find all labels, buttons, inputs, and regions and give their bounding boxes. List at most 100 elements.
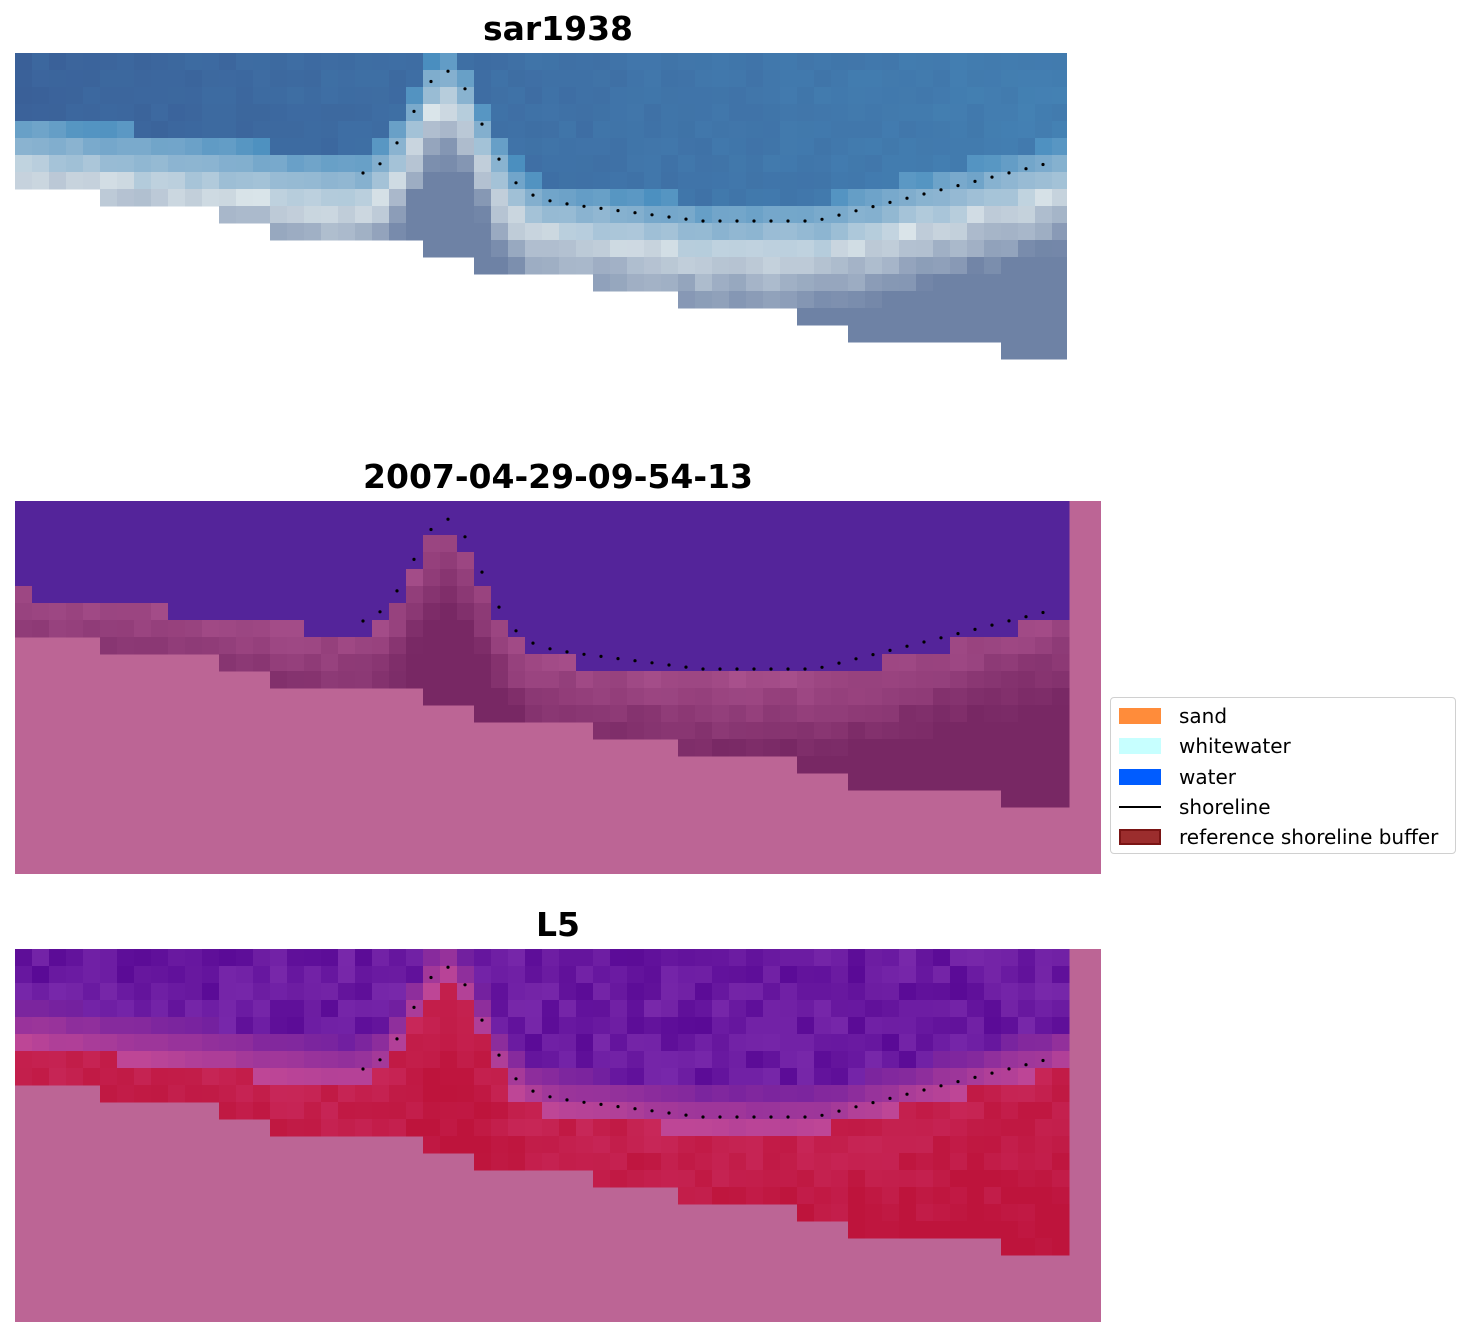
pixel-cell: [831, 603, 849, 621]
pixel-cell: [593, 722, 611, 740]
pixel-cell: [678, 586, 696, 604]
pixel-cell: [1052, 172, 1067, 190]
pixel-cell: [304, 501, 322, 519]
pixel-cell: [899, 620, 917, 638]
pixel-cell: [440, 1034, 458, 1052]
pixel-cell: [1001, 1170, 1019, 1188]
pixel-cell: [984, 325, 1002, 343]
pixel-cell: [899, 223, 917, 241]
shoreline-dot: [548, 199, 552, 203]
pixel-cell: [848, 1204, 866, 1222]
pixel-cell: [882, 1102, 900, 1120]
pixel-cell: [389, 569, 407, 587]
pixel-cell: [474, 257, 492, 275]
pixel-cell: [49, 1068, 67, 1086]
pixel-cell: [423, 240, 441, 258]
pixel-cell: [984, 104, 1002, 122]
pixel-cell: [253, 104, 271, 122]
pixel-cell: [270, 53, 288, 71]
pixel-cell: [882, 155, 900, 173]
pixel-cell: [746, 274, 764, 292]
pixel-cell: [474, 1017, 492, 1035]
pixel-cell: [304, 1000, 322, 1018]
pixel-cell: [372, 518, 390, 536]
pixel-cell: [610, 671, 628, 689]
pixel-cell: [185, 189, 203, 207]
pixel-cell: [967, 637, 985, 655]
shoreline-dot: [769, 219, 773, 223]
pixel-cell: [1018, 1187, 1036, 1205]
pixel-cell: [134, 535, 152, 553]
pixel-cell: [338, 223, 356, 241]
pixel-cell: [865, 53, 883, 71]
pixel-cell: [678, 240, 696, 258]
pixel-cell: [984, 240, 1002, 258]
pixel-cell: [49, 104, 67, 122]
pixel-cell: [695, 705, 713, 723]
pixel-cell: [440, 603, 458, 621]
pixel-cell: [661, 722, 679, 740]
pixel-cell: [117, 535, 135, 553]
pixel-cell: [882, 223, 900, 241]
pixel-cell: [525, 1102, 543, 1120]
pixel-cell: [712, 1136, 730, 1154]
pixel-cell: [474, 70, 492, 88]
pixel-cell: [678, 654, 696, 672]
pixel-cell: [627, 1017, 645, 1035]
pixel-cell: [933, 1068, 951, 1086]
pixel-cell: [304, 949, 322, 967]
pixel-cell: [661, 1153, 679, 1171]
pixel-cell: [950, 773, 968, 791]
pixel-cell: [168, 53, 186, 71]
pixel-cell: [933, 206, 951, 224]
pixel-cell: [746, 569, 764, 587]
pixel-cell: [865, 671, 883, 689]
pixel-cell: [712, 121, 730, 139]
pixel-cell: [678, 189, 696, 207]
pixel-cell: [338, 104, 356, 122]
pixel-cell: [83, 138, 101, 156]
pixel-cell: [627, 552, 645, 570]
pixel-cell: [899, 1051, 917, 1069]
pixel-cell: [814, 501, 832, 519]
pixel-cell: [355, 501, 373, 519]
pixel-cell: [83, 1034, 101, 1052]
pixel-cell: [984, 189, 1002, 207]
pixel-cell: [865, 1085, 883, 1103]
pixel-cell: [236, 569, 254, 587]
pixel-cell: [219, 138, 237, 156]
pixel-cell: [729, 1034, 747, 1052]
pixel-cell: [338, 586, 356, 604]
pixel-cell: [933, 325, 951, 343]
pixel-cell: [712, 501, 730, 519]
pixel-cell: [729, 121, 747, 139]
pixel-cell: [270, 654, 288, 672]
pixel-cell: [712, 1051, 730, 1069]
pixel-cell: [916, 189, 934, 207]
pixel-cell: [1001, 1187, 1019, 1205]
pixel-cell: [1035, 206, 1053, 224]
pixel-cell: [1035, 1085, 1053, 1103]
pixel-cell: [389, 1034, 407, 1052]
pixel-cell: [729, 1068, 747, 1086]
pixel-cell: [865, 172, 883, 190]
shoreline-dot: [871, 1101, 875, 1105]
pixel-cell: [610, 637, 628, 655]
pixel-cell: [406, 172, 424, 190]
pixel-cell: [678, 1017, 696, 1035]
pixel-cell: [780, 518, 798, 536]
pixel-cell: [746, 603, 764, 621]
pixel-cell: [100, 87, 118, 105]
shoreline-dot: [514, 629, 518, 633]
pixel-cell: [559, 688, 577, 706]
pixel-cell: [355, 603, 373, 621]
pixel-cell: [389, 552, 407, 570]
pixel-cell: [100, 1068, 118, 1086]
pixel-cell: [321, 189, 339, 207]
pixel-cell: [678, 1051, 696, 1069]
pixel-cell: [117, 552, 135, 570]
pixel-cell: [814, 620, 832, 638]
pixel-cell: [916, 603, 934, 621]
pixel-cell: [933, 671, 951, 689]
pixel-cell: [746, 705, 764, 723]
